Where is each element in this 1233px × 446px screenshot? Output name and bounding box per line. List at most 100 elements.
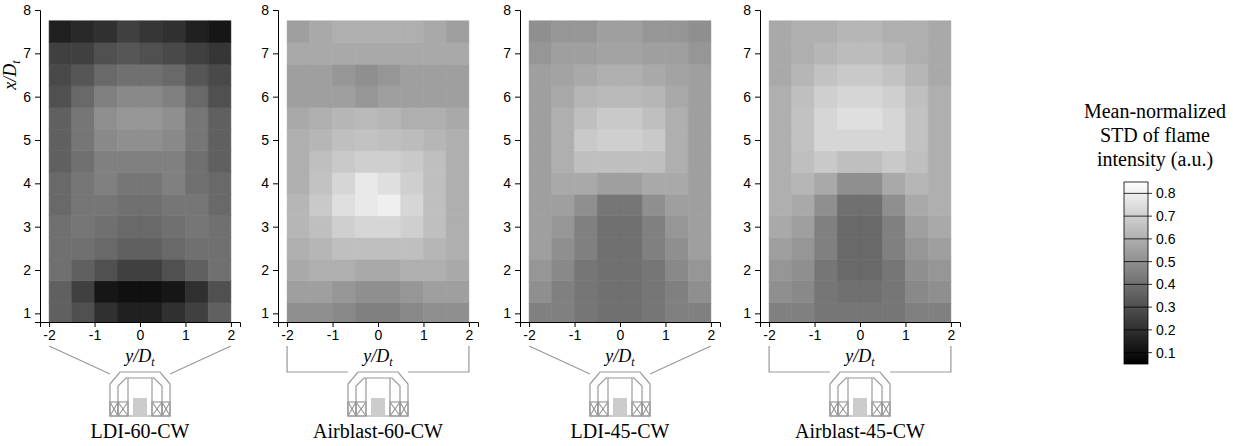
heatmap-cell (117, 129, 140, 151)
heatmap-cell (446, 108, 469, 130)
heatmap-cell (208, 238, 231, 260)
heatmap-cell (575, 194, 598, 216)
injector-schematic (769, 346, 951, 416)
heatmap-cell (792, 238, 815, 260)
heatmap-cell (688, 129, 711, 151)
heatmap-cell (333, 173, 356, 195)
heatmap-cell (928, 173, 951, 195)
tick-label: 6 (23, 89, 31, 105)
heatmap-cell (860, 173, 883, 195)
heatmap-cell (310, 238, 333, 260)
heatmap-cell (378, 21, 401, 43)
heatmap-cell (928, 281, 951, 303)
heatmap-cell (208, 21, 231, 43)
heatmap-cell (620, 173, 643, 195)
heatmap-cell (117, 173, 140, 195)
tick-mark (273, 53, 278, 54)
tick: 2 (261, 262, 278, 278)
tick: 2 (23, 262, 40, 278)
swirler (348, 402, 356, 416)
heatmap-cell (597, 194, 620, 216)
heatmap-cell (837, 303, 860, 323)
heatmap-cell (163, 194, 186, 216)
tick-label: 1 (182, 327, 190, 343)
heatmap-cell (883, 173, 906, 195)
heatmap-cell (163, 86, 186, 108)
tick-label: 0 (137, 327, 145, 343)
tick-label: 1 (420, 327, 428, 343)
swirler (642, 402, 650, 416)
heatmap-cell (575, 216, 598, 238)
heatmap-cell (860, 21, 883, 43)
heatmap-cell (837, 238, 860, 260)
heatmap-cell (208, 216, 231, 238)
tick-label: 6 (743, 89, 751, 105)
heatmap-cell (620, 238, 643, 260)
heatmap-cell (378, 173, 401, 195)
heatmap-cell (355, 281, 378, 303)
tick-mark (273, 313, 278, 314)
swirler (118, 402, 128, 416)
heatmap-cell (72, 259, 95, 281)
heatmap-cell (905, 216, 928, 238)
heatmap-cell (792, 216, 815, 238)
heatmap-cell (423, 43, 446, 65)
heatmap-cell (163, 21, 186, 43)
tick: 7 (261, 45, 278, 61)
heatmap-cell (665, 21, 688, 43)
heatmap-cell (185, 259, 208, 281)
heatmap-cell (401, 43, 424, 65)
heatmap-cell (688, 259, 711, 281)
heatmap-cell (49, 21, 72, 43)
tick-mark (515, 140, 520, 141)
colorbar-tick (1124, 307, 1152, 308)
swirler (872, 402, 882, 416)
tick-mark (515, 270, 520, 271)
heatmap-cell (446, 43, 469, 65)
heatmap-cell (333, 281, 356, 303)
swirler (348, 402, 356, 416)
tick: 1 (182, 322, 190, 343)
tick-label: 2 (228, 327, 236, 343)
heatmap-cell (423, 216, 446, 238)
heatmap-cell (378, 281, 401, 303)
heatmap-cell (287, 281, 310, 303)
heatmap-cell (928, 64, 951, 86)
heatmap-cell (620, 259, 643, 281)
heatmap-cell (208, 108, 231, 130)
tick-label: 5 (743, 132, 751, 148)
swirler (830, 402, 838, 416)
heatmap-cell (552, 238, 575, 260)
heatmap-cell (378, 64, 401, 86)
swirler (390, 402, 400, 416)
heatmap-cell (688, 216, 711, 238)
heatmap-cell (72, 129, 95, 151)
tick-label: 3 (503, 219, 511, 235)
heatmap-cell (95, 108, 118, 130)
heatmap-cell (860, 281, 883, 303)
heatmap-cell (208, 86, 231, 108)
tick-mark (755, 183, 760, 184)
swirler (400, 402, 408, 416)
heatmap-cell (643, 194, 666, 216)
tick-label: 1 (503, 305, 511, 321)
heatmap-cell (837, 108, 860, 130)
swirler (598, 402, 608, 416)
heatmap-cell (665, 108, 688, 130)
swirler (118, 402, 128, 416)
heatmap-cell (643, 129, 666, 151)
heatmap-cell (446, 194, 469, 216)
heatmap-cell (49, 64, 72, 86)
heatmap-cell (688, 151, 711, 173)
swirler (356, 402, 366, 416)
heatmap-cell (769, 151, 792, 173)
heatmap-cell (333, 129, 356, 151)
heatmap-cell (575, 303, 598, 323)
tick-label: 3 (23, 219, 31, 235)
heatmap-cell (355, 43, 378, 65)
tick-mark (755, 227, 760, 228)
tick: 1 (261, 305, 278, 321)
heatmap-cell (185, 238, 208, 260)
heatmap-cell (620, 43, 643, 65)
heatmap-cell (378, 238, 401, 260)
